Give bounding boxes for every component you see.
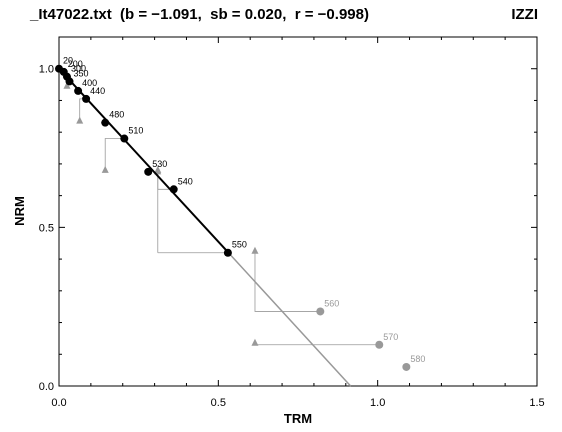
data-point: [74, 86, 83, 95]
point-label: 20: [63, 56, 73, 66]
point-label: 540: [178, 176, 193, 186]
point-label: 200: [68, 59, 83, 69]
point-label: 400: [82, 78, 97, 88]
x-axis-label: TRM: [284, 411, 312, 426]
ptrm-check-triangle: [101, 165, 109, 173]
extension-line: [227, 251, 352, 387]
ptrm-checks: [63, 76, 380, 346]
y-tick-label: 1.0: [39, 64, 54, 76]
ptrm-check-triangle: [76, 116, 84, 124]
data-point: [82, 94, 91, 103]
data-point: [65, 77, 74, 86]
x-tick-label: 0.5: [211, 397, 226, 409]
point-label: 570: [383, 332, 398, 342]
ptrm-check-line: [254, 252, 321, 312]
y-tick-label: 0.5: [39, 222, 54, 234]
chart-title: _It47022.txt (b = −1.091, sb = 0.020, r …: [30, 6, 369, 23]
data-point: [169, 185, 178, 194]
y-axis-label: NRM: [12, 196, 27, 226]
ptrm-check-triangle: [63, 81, 71, 89]
point-label: 530: [152, 159, 167, 169]
x-tick-label: 1.5: [529, 397, 544, 409]
data-point: [101, 118, 110, 127]
point-label: 350: [74, 68, 89, 78]
fit-lines: [58, 68, 352, 387]
ptrm-check-triangle: [154, 165, 162, 173]
x-tick-label: 0.0: [51, 397, 66, 409]
method-label: IZZI: [511, 6, 538, 23]
plot-frame: [58, 36, 538, 387]
point-label: 510: [128, 126, 143, 136]
point-label: 550: [232, 240, 247, 250]
y-tick-label: 0.0: [39, 381, 54, 393]
point-label: 480: [109, 110, 124, 120]
point-label: 580: [410, 354, 425, 364]
data-point: [402, 362, 411, 371]
data-point: [316, 307, 325, 316]
point-label: 440: [90, 86, 105, 96]
axis-ticks: 0.0 0.5 1.0 1.5 0.0 0.5 1.0: [39, 36, 545, 409]
point-label: 560: [324, 298, 339, 308]
data-point: [375, 340, 384, 349]
ptrm-check-triangle: [251, 246, 259, 254]
data-point: [120, 134, 129, 143]
ptrm-check-line: [104, 138, 125, 172]
x-tick-label: 1.0: [370, 397, 385, 409]
ptrm-check-triangle: [251, 338, 259, 346]
data-point: [144, 167, 153, 176]
point-label: 300: [71, 64, 86, 74]
data-point: [223, 248, 232, 257]
